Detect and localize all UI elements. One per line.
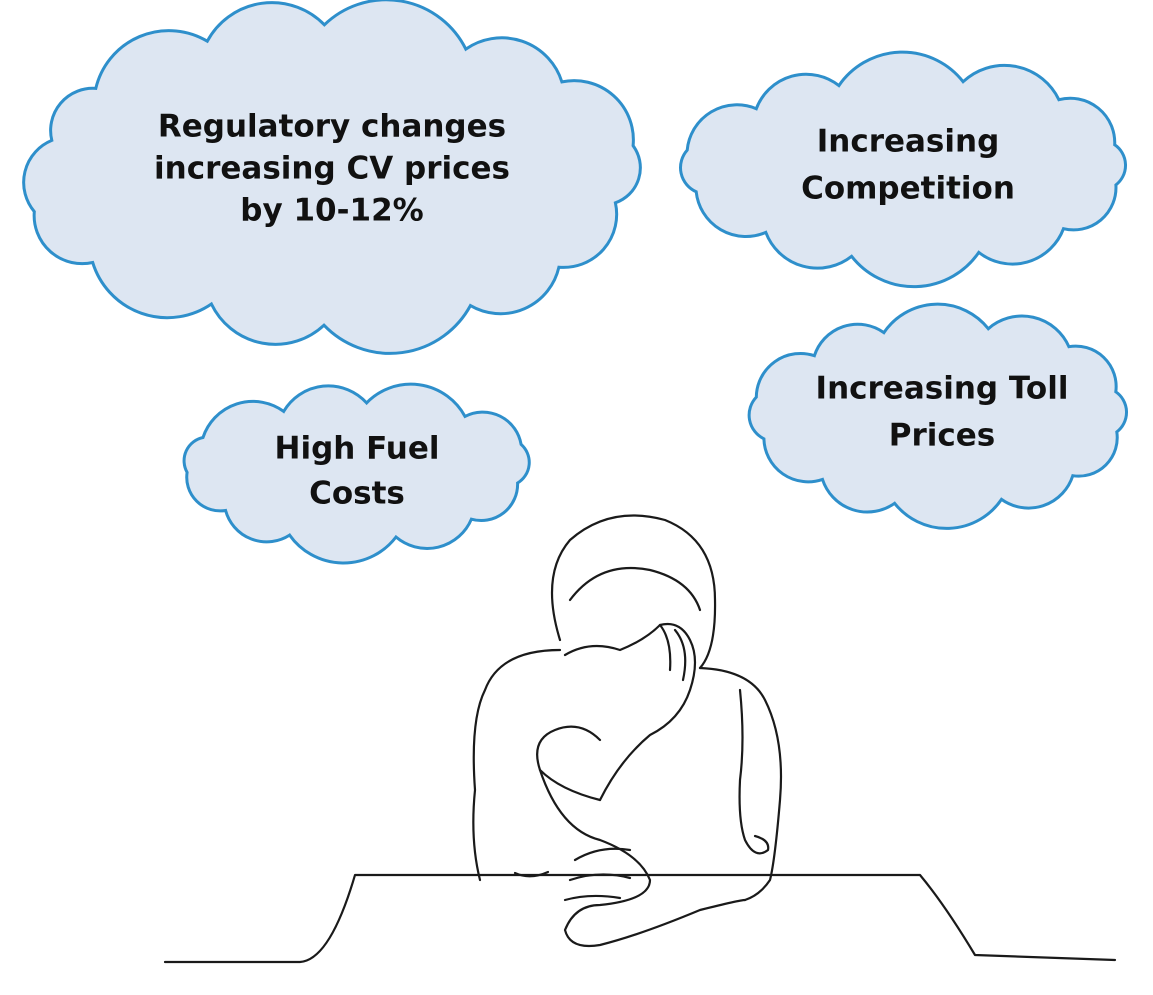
- cloud: Increasing Competition: [681, 52, 1126, 287]
- cloud-text: High Fuel: [275, 431, 440, 467]
- cloud-text: increasing CV prices: [154, 151, 510, 187]
- cloud: Increasing Toll Prices: [749, 304, 1126, 528]
- cloud: Regulatory changes increasing CV prices by…: [24, 0, 641, 353]
- cloud-shape: [749, 304, 1126, 528]
- cloud-shape: [184, 384, 529, 563]
- clouds: Regulatory changes increasing CV prices by…: [24, 0, 1127, 563]
- stressed-person-drawing: [165, 516, 1115, 963]
- cloud-text: Increasing: [817, 124, 1000, 160]
- left-shoulder: [473, 650, 560, 880]
- cloud-shape: [681, 52, 1126, 287]
- torso-line: [740, 690, 769, 853]
- hair: [570, 568, 700, 610]
- cloud-text: by 10-12%: [240, 193, 423, 229]
- cloud: High Fuel Costs: [184, 384, 529, 563]
- cloud-text: Prices: [889, 418, 996, 454]
- hand: [565, 624, 695, 800]
- cloud-text: Regulatory changes: [158, 109, 506, 145]
- cloud-text: Costs: [309, 476, 405, 512]
- clasped-hands: [540, 770, 745, 946]
- cloud-text: Competition: [801, 171, 1015, 207]
- table-line: [165, 875, 1115, 962]
- fingers: [660, 625, 685, 680]
- scene: Regulatory changes increasing CV prices by…: [0, 0, 1153, 995]
- cloud-text: Increasing Toll: [816, 371, 1069, 407]
